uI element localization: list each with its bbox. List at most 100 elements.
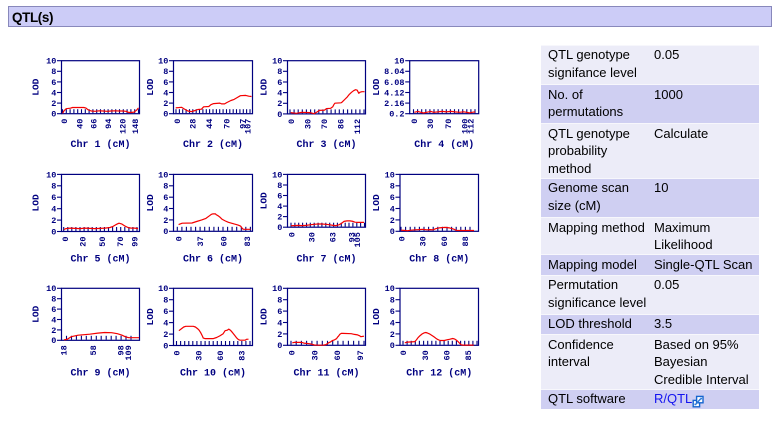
svg-text:6: 6 (277, 191, 282, 201)
svg-text:8: 8 (277, 296, 282, 306)
svg-text:107: 107 (243, 119, 253, 134)
svg-text:LOD: LOD (31, 194, 42, 211)
svg-text:8: 8 (390, 296, 395, 306)
svg-text:83: 83 (238, 351, 248, 361)
svg-text:18: 18 (60, 345, 70, 355)
svg-text:94: 94 (104, 119, 114, 129)
svg-text:10: 10 (46, 284, 56, 294)
svg-text:4: 4 (163, 319, 168, 329)
svg-text:Chr 6 (cM): Chr 6 (cM) (183, 254, 243, 266)
svg-text:Chr 2 (cM): Chr 2 (cM) (183, 139, 243, 151)
svg-text:Chr 9 (cM): Chr 9 (cM) (70, 368, 130, 380)
svg-text:112: 112 (467, 119, 477, 134)
svg-text:10: 10 (158, 284, 168, 294)
svg-text:0: 0 (51, 227, 56, 237)
svg-text:109: 109 (124, 345, 134, 360)
svg-text:20: 20 (79, 237, 89, 247)
svg-text:70: 70 (320, 119, 330, 129)
svg-text:LOD: LOD (259, 192, 270, 209)
svg-text:10: 10 (385, 284, 395, 294)
svg-text:0: 0 (51, 110, 56, 120)
svg-text:120: 120 (118, 119, 128, 134)
svg-text:2: 2 (277, 99, 282, 109)
svg-text:0: 0 (410, 119, 420, 124)
svg-text:97: 97 (238, 119, 248, 129)
svg-text:2.16: 2.16 (384, 99, 404, 109)
svg-text:112: 112 (353, 119, 363, 134)
svg-text:83: 83 (243, 236, 253, 246)
svg-text:0: 0 (277, 341, 282, 351)
svg-text:97: 97 (356, 350, 366, 360)
svg-text:4.12: 4.12 (384, 88, 404, 98)
svg-text:0: 0 (173, 119, 183, 124)
svg-text:LOD: LOD (259, 78, 270, 95)
svg-text:70: 70 (116, 237, 126, 247)
svg-text:0: 0 (60, 119, 70, 124)
svg-text:10: 10 (272, 170, 282, 180)
svg-text:0: 0 (277, 110, 282, 120)
svg-text:30: 30 (426, 119, 436, 129)
svg-text:8: 8 (51, 182, 56, 192)
svg-text:0: 0 (51, 336, 56, 346)
svg-text:30: 30 (303, 119, 313, 129)
svg-text:60: 60 (216, 351, 226, 361)
svg-text:0: 0 (397, 236, 407, 241)
svg-text:30: 30 (419, 236, 429, 246)
svg-text:10: 10 (385, 170, 395, 180)
svg-text:10: 10 (158, 57, 168, 67)
svg-text:0: 0 (173, 351, 183, 356)
svg-text:2: 2 (277, 330, 282, 340)
svg-text:6.08: 6.08 (384, 78, 404, 88)
svg-text:8: 8 (277, 181, 282, 191)
svg-text:0.2: 0.2 (389, 110, 404, 120)
svg-text:8: 8 (163, 182, 168, 192)
svg-text:4: 4 (163, 88, 168, 98)
svg-text:Chr 1 (cM): Chr 1 (cM) (70, 139, 130, 151)
svg-text:4: 4 (51, 205, 56, 215)
svg-text:4: 4 (277, 202, 282, 212)
svg-text:6: 6 (163, 78, 168, 88)
svg-text:10: 10 (46, 57, 56, 67)
svg-text:0: 0 (163, 341, 168, 351)
svg-text:Chr 3 (cM): Chr 3 (cM) (296, 139, 356, 151)
svg-text:105: 105 (353, 232, 363, 247)
svg-text:2: 2 (163, 216, 168, 226)
svg-text:10: 10 (394, 57, 404, 67)
svg-text:0: 0 (287, 232, 297, 237)
svg-text:0: 0 (163, 227, 168, 237)
svg-text:2: 2 (390, 330, 395, 340)
svg-text:148: 148 (131, 119, 141, 134)
svg-text:2: 2 (390, 216, 395, 226)
svg-text:4: 4 (390, 318, 395, 328)
svg-text:Chr 8 (cM): Chr 8 (cM) (409, 254, 469, 266)
svg-text:66: 66 (89, 119, 99, 129)
svg-text:10: 10 (272, 284, 282, 294)
svg-text:4: 4 (390, 204, 395, 214)
svg-text:2: 2 (51, 99, 56, 109)
svg-text:Chr 7 (cM): Chr 7 (cM) (296, 254, 356, 266)
svg-text:4: 4 (51, 88, 56, 98)
svg-text:LOD: LOD (31, 78, 42, 95)
svg-text:Chr 12 (cM): Chr 12 (cM) (406, 368, 472, 380)
svg-text:100: 100 (461, 119, 471, 134)
svg-text:40: 40 (75, 119, 85, 129)
svg-text:8: 8 (390, 182, 395, 192)
svg-text:0: 0 (390, 341, 395, 351)
svg-text:0: 0 (399, 350, 409, 355)
svg-text:60: 60 (333, 350, 343, 360)
svg-text:LOD: LOD (145, 78, 156, 95)
svg-text:70: 70 (222, 119, 232, 129)
svg-text:LOD: LOD (371, 308, 382, 325)
svg-text:98: 98 (117, 345, 127, 355)
svg-text:Chr 10 (cM): Chr 10 (cM) (180, 368, 246, 380)
svg-text:6: 6 (51, 78, 56, 88)
svg-text:30: 30 (421, 350, 431, 360)
svg-text:2: 2 (163, 99, 168, 109)
svg-text:10: 10 (272, 57, 282, 67)
svg-text:4: 4 (51, 315, 56, 325)
svg-text:37: 37 (196, 236, 206, 246)
svg-text:6: 6 (390, 193, 395, 203)
svg-text:60: 60 (440, 236, 450, 246)
svg-text:Chr 4 (cM): Chr 4 (cM) (414, 139, 474, 151)
svg-text:2: 2 (51, 326, 56, 336)
